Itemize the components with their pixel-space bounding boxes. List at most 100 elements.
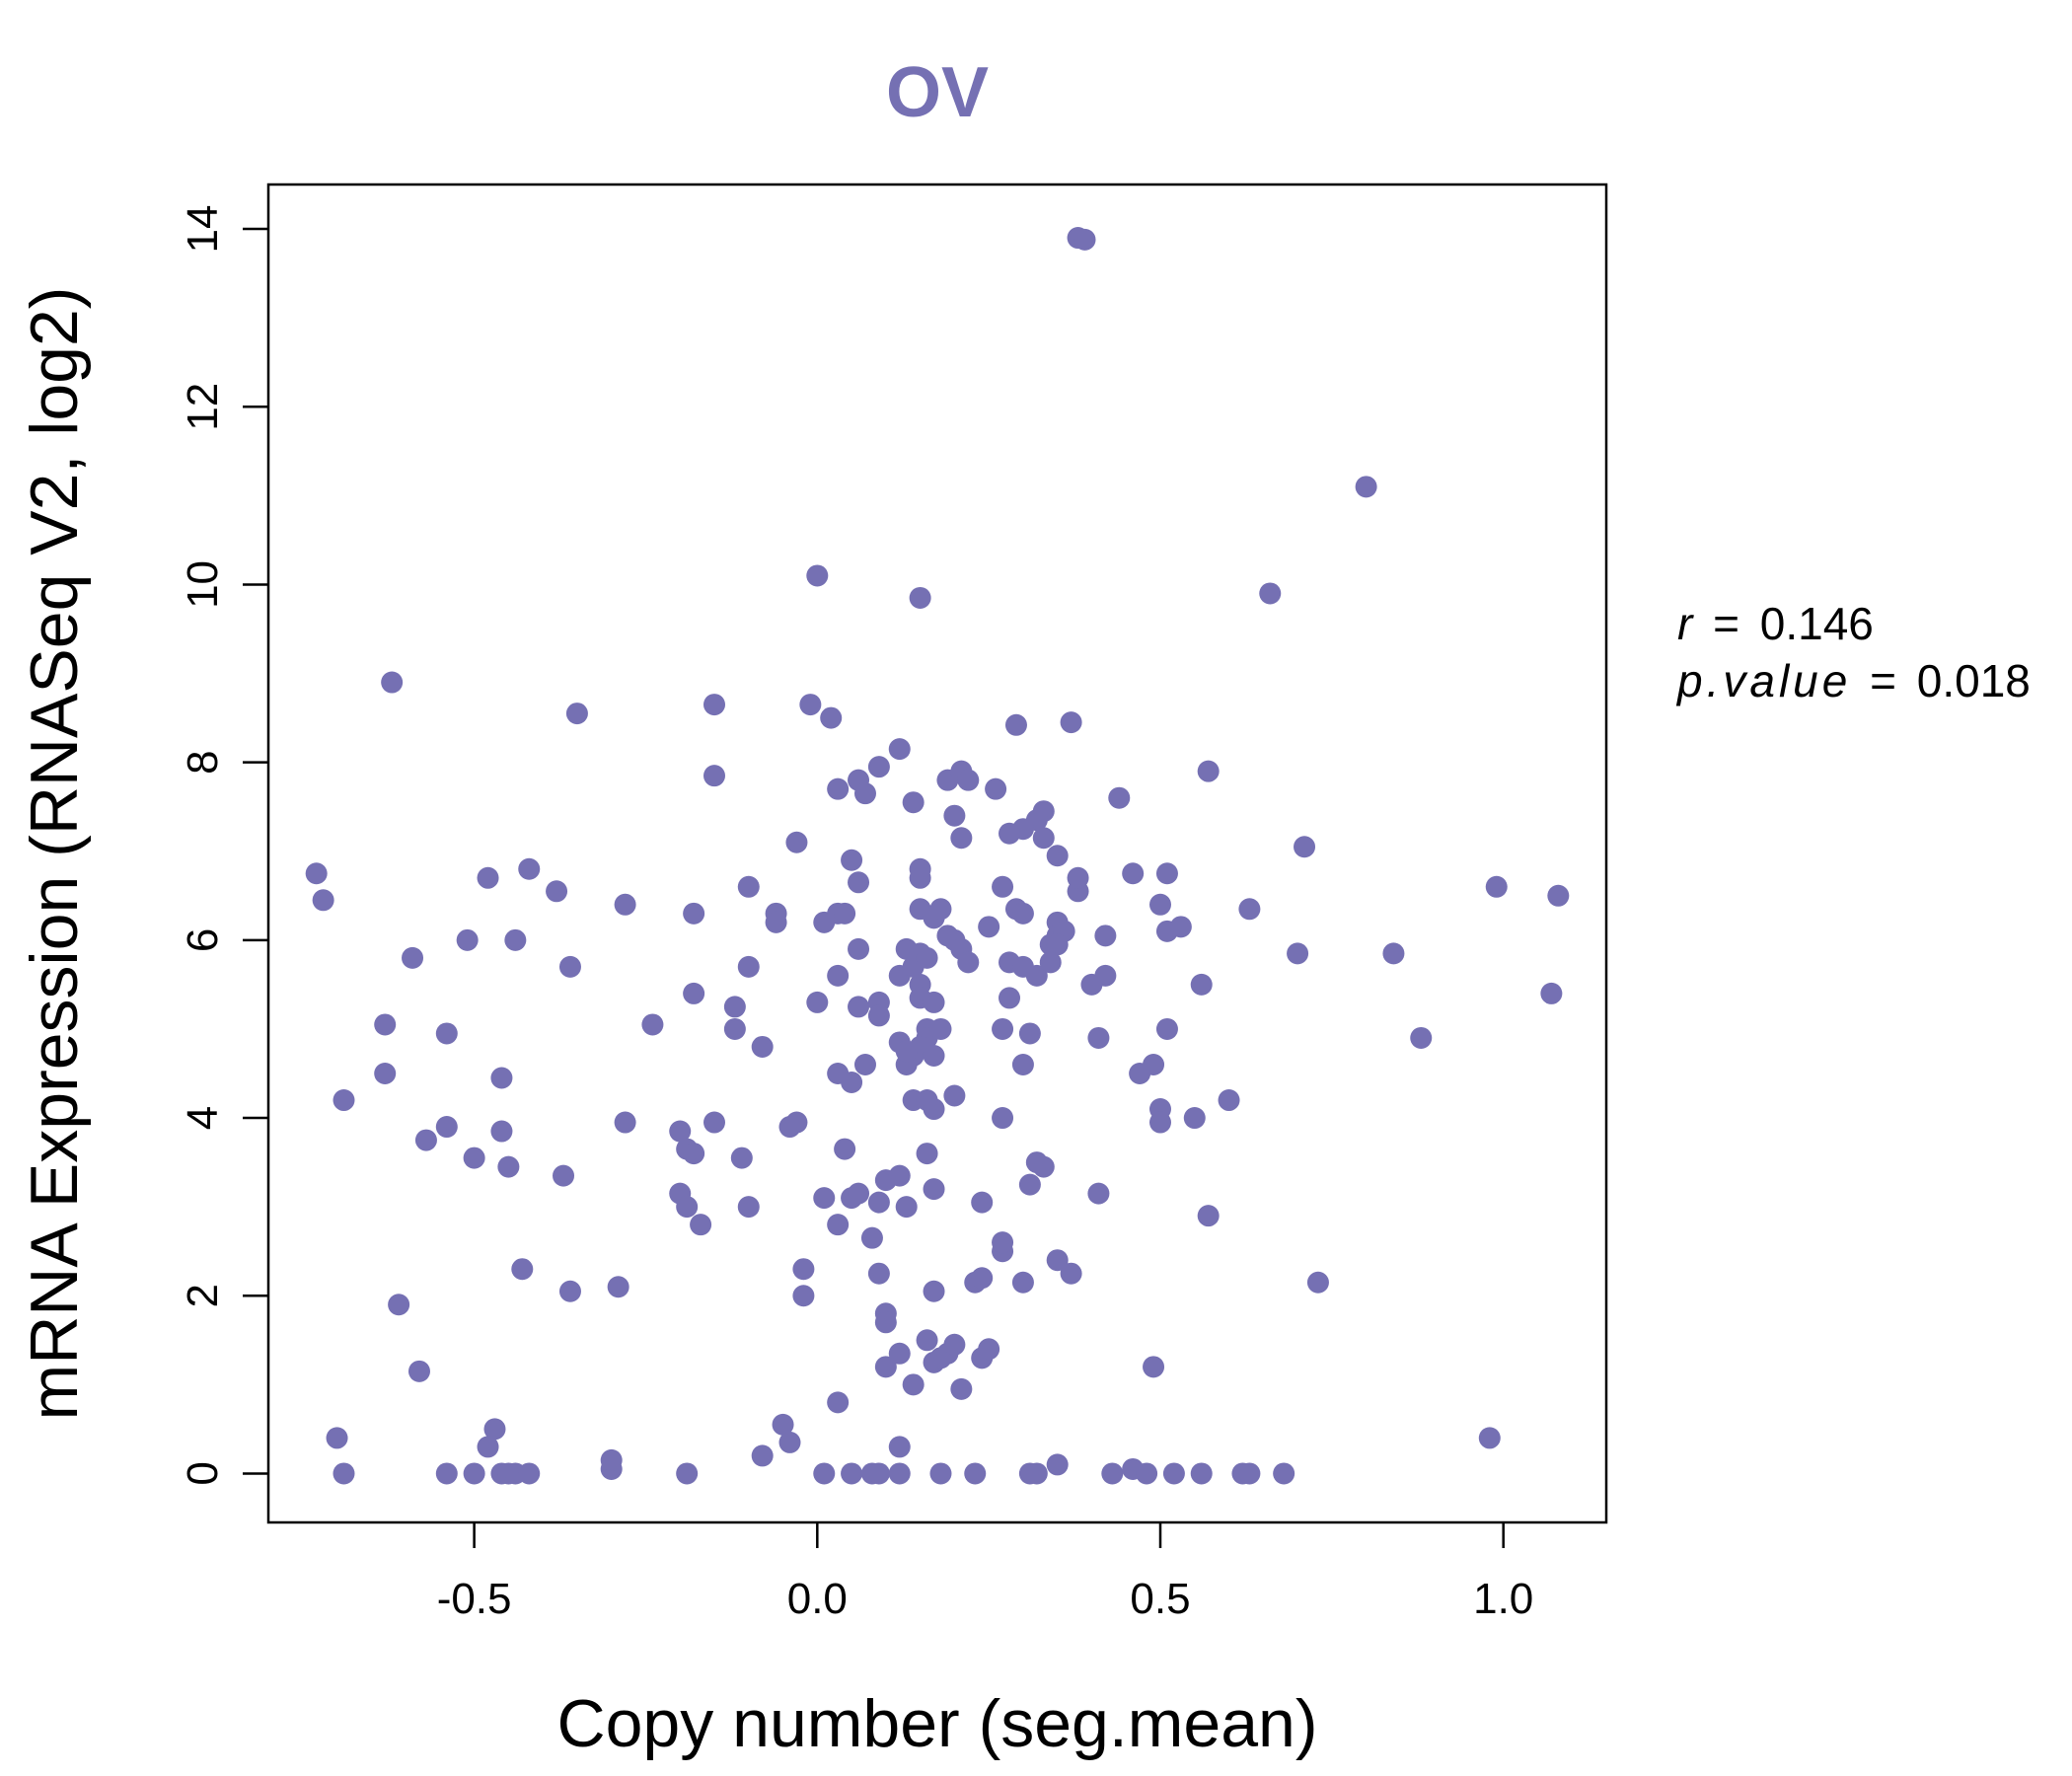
r-label: r xyxy=(1677,598,1694,649)
data-point xyxy=(978,916,1000,938)
data-point xyxy=(950,827,973,850)
data-point xyxy=(778,1116,801,1139)
data-point xyxy=(1183,1107,1206,1130)
data-point xyxy=(853,782,876,805)
y-tick-label: 12 xyxy=(179,383,227,431)
data-point xyxy=(1485,875,1508,898)
x-tick-label: 0.5 xyxy=(1130,1575,1190,1623)
plot-frame xyxy=(266,183,1608,1524)
p-value: 0.018 xyxy=(1917,655,2031,706)
data-point xyxy=(813,1462,836,1485)
y-axis: 0 2 4 6 8 10 12 14 xyxy=(179,205,268,1486)
data-point xyxy=(943,1084,966,1107)
data-point xyxy=(737,955,760,978)
data-point xyxy=(518,857,541,880)
x-tick-label: -0.5 xyxy=(437,1575,512,1623)
data-point xyxy=(827,1214,850,1236)
data-point xyxy=(1547,884,1570,907)
data-point xyxy=(326,1427,348,1449)
data-point xyxy=(641,1013,664,1036)
data-point xyxy=(1094,964,1117,987)
data-point xyxy=(435,1022,458,1045)
data-point xyxy=(1087,1026,1110,1049)
data-point xyxy=(565,703,588,725)
data-point xyxy=(1238,898,1261,921)
data-point xyxy=(463,1462,485,1485)
data-point xyxy=(1410,1026,1433,1049)
data-point xyxy=(1046,933,1069,956)
data-point xyxy=(1155,862,1178,885)
data-point xyxy=(772,1413,794,1436)
data-point xyxy=(504,928,527,951)
data-point xyxy=(333,1089,355,1112)
data-points xyxy=(305,227,1570,1485)
data-point xyxy=(806,564,829,587)
data-point xyxy=(751,1035,774,1058)
data-point xyxy=(813,1187,836,1210)
data-point xyxy=(765,911,787,933)
data-point xyxy=(614,1111,636,1134)
data-point xyxy=(388,1294,410,1316)
data-point xyxy=(867,756,890,778)
r-equals: = xyxy=(1713,598,1739,649)
data-point xyxy=(923,1178,945,1201)
data-point xyxy=(676,1462,699,1485)
data-point xyxy=(923,1044,945,1067)
data-point xyxy=(1101,1462,1124,1485)
data-point xyxy=(477,866,499,889)
data-point xyxy=(923,991,945,1013)
data-point xyxy=(1073,228,1096,251)
data-point xyxy=(848,996,870,1018)
data-point xyxy=(909,866,931,889)
data-point xyxy=(1122,862,1145,885)
data-point xyxy=(435,1116,458,1139)
data-point xyxy=(978,1338,1000,1361)
data-point xyxy=(511,1258,534,1281)
data-point xyxy=(1060,1262,1082,1285)
data-point xyxy=(841,1462,863,1485)
data-point xyxy=(1540,982,1563,1004)
data-point xyxy=(992,1107,1014,1130)
data-point xyxy=(558,955,581,978)
data-point xyxy=(992,1017,1014,1040)
data-point xyxy=(703,1111,725,1134)
data-point xyxy=(1149,893,1171,916)
data-point xyxy=(916,946,938,969)
data-point xyxy=(1478,1427,1501,1449)
data-point xyxy=(860,1226,883,1249)
y-tick-label: 14 xyxy=(179,205,227,254)
data-point xyxy=(923,1280,945,1302)
data-point xyxy=(600,1448,623,1471)
y-tick-label: 8 xyxy=(179,750,227,774)
data-point xyxy=(490,1120,513,1143)
data-point xyxy=(992,1231,1014,1254)
data-point xyxy=(546,880,568,903)
data-point xyxy=(1108,786,1131,809)
data-point xyxy=(1355,476,1377,498)
data-point xyxy=(902,1373,925,1396)
data-point xyxy=(943,1333,966,1356)
data-point xyxy=(1149,1111,1171,1134)
data-point xyxy=(971,1267,994,1290)
data-point xyxy=(867,1262,890,1285)
data-point xyxy=(950,1377,973,1400)
data-point xyxy=(923,1098,945,1121)
data-point xyxy=(463,1147,485,1169)
data-point xyxy=(806,991,829,1013)
data-point xyxy=(909,586,931,609)
data-point xyxy=(867,1191,890,1214)
data-point xyxy=(1046,1249,1069,1272)
data-point xyxy=(414,1129,437,1151)
data-point xyxy=(1162,1462,1185,1485)
data-point xyxy=(490,1067,513,1089)
data-point xyxy=(1294,836,1316,858)
data-point xyxy=(497,1155,520,1178)
data-point xyxy=(957,769,980,791)
data-point xyxy=(737,1196,760,1219)
x-axis: -0.5 0.0 0.5 1.0 xyxy=(437,1522,1533,1623)
data-point xyxy=(683,1143,705,1165)
data-point xyxy=(971,1191,994,1214)
data-point xyxy=(1190,1462,1213,1485)
data-point xyxy=(1067,866,1089,889)
p-annotation: p.value = 0.018 xyxy=(1675,655,2031,706)
